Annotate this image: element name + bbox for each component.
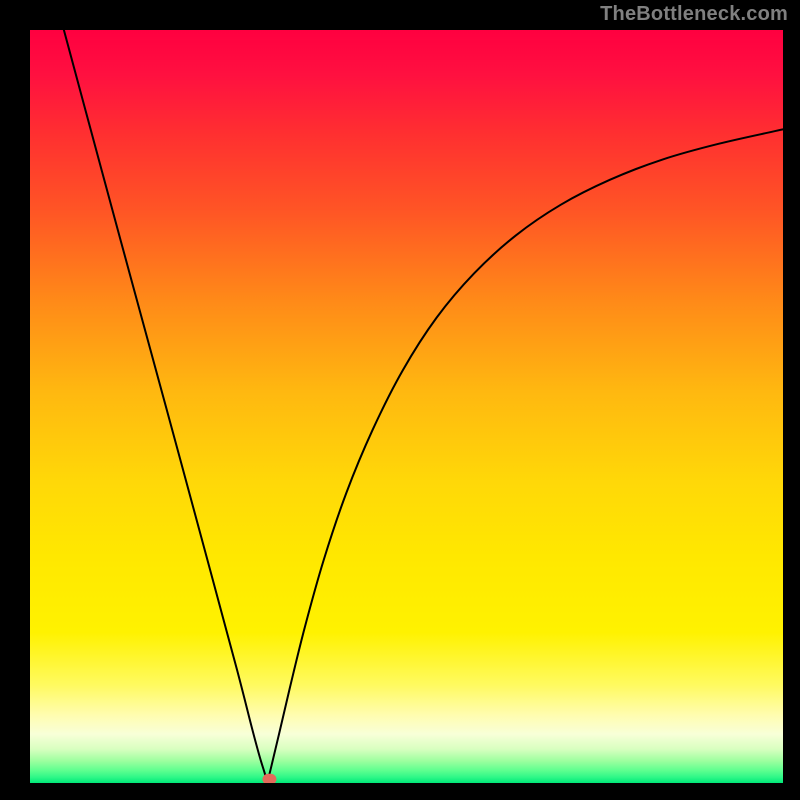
watermark-text: TheBottleneck.com: [600, 3, 788, 26]
plot-area: [30, 30, 783, 783]
curve-left-branch: [64, 30, 267, 783]
curve-right-branch: [267, 129, 783, 783]
chart-svg: [30, 30, 783, 783]
vertex-marker: [262, 774, 276, 783]
